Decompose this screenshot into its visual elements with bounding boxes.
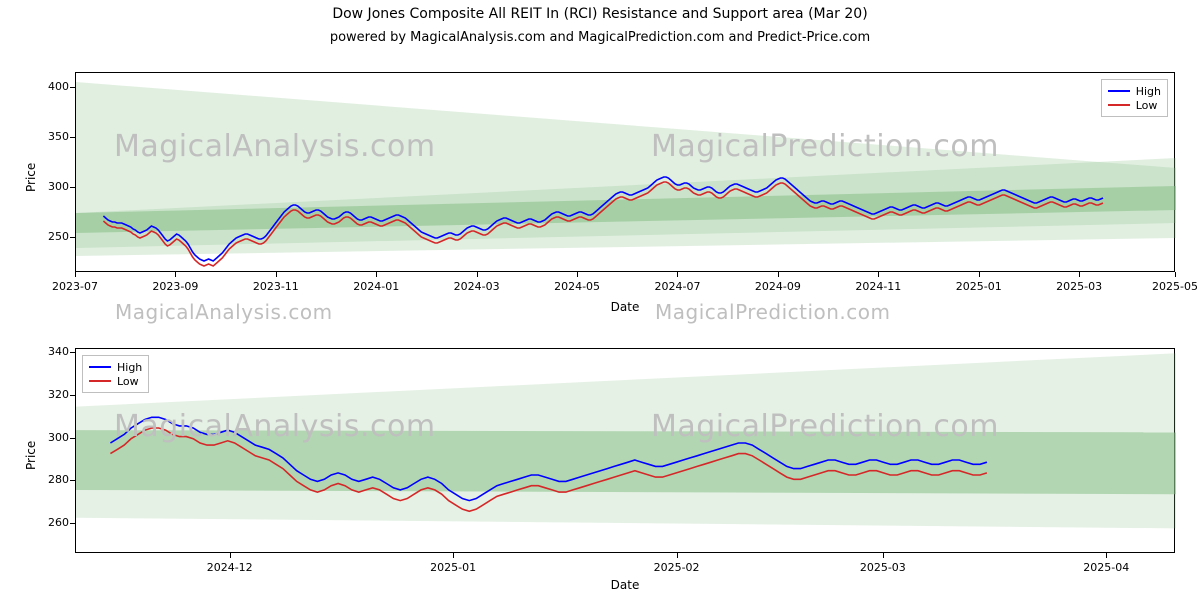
xtick-mark [453, 553, 454, 558]
xtick-label: 2024-03 [437, 280, 517, 293]
legend-label-low-b: Low [117, 375, 139, 388]
legend-swatch-low-b [89, 380, 111, 382]
bottom-chart-svg [76, 349, 1176, 554]
bottom-chart-legend: High Low [82, 355, 149, 393]
xtick-label: 2025-05 [1135, 280, 1200, 293]
xtick-mark [677, 553, 678, 558]
xtick-mark [175, 272, 176, 277]
xtick-mark [477, 272, 478, 277]
ytick-label: 280 [29, 473, 69, 486]
xtick-mark [677, 272, 678, 277]
ytick-label: 250 [29, 230, 69, 243]
chart-title: Dow Jones Composite All REIT In (RCI) Re… [0, 6, 1200, 22]
ytick-mark [70, 137, 75, 138]
xtick-label: 2023-07 [35, 280, 115, 293]
bottom-chart-xlabel: Date [75, 578, 1175, 592]
xtick-mark [75, 272, 76, 277]
xtick-label: 2024-09 [738, 280, 818, 293]
legend-item-high-b: High [89, 360, 142, 374]
ytick-label: 400 [29, 80, 69, 93]
legend-label-high-b: High [117, 361, 142, 374]
xtick-mark [778, 272, 779, 277]
ytick-label: 260 [29, 516, 69, 529]
ytick-mark [70, 237, 75, 238]
xtick-mark [376, 272, 377, 277]
xtick-label: 2025-01 [413, 561, 493, 574]
bottom-chart-ylabel: Price [24, 441, 38, 470]
xtick-mark [230, 553, 231, 558]
top-chart-frame: MagicalAnalysis.com MagicalPrediction.co… [75, 72, 1175, 272]
xtick-label: 2024-12 [190, 561, 270, 574]
top-chart-xlabel: Date [75, 300, 1175, 314]
xtick-mark [979, 272, 980, 277]
legend-swatch-high [1108, 90, 1130, 92]
xtick-mark [577, 272, 578, 277]
xtick-label: 2025-04 [1066, 561, 1146, 574]
top-chart-svg [76, 73, 1176, 273]
xtick-label: 2024-11 [838, 280, 918, 293]
ytick-label: 340 [29, 345, 69, 358]
xtick-mark [1106, 553, 1107, 558]
xtick-label: 2023-11 [236, 280, 316, 293]
legend-swatch-high-b [89, 366, 111, 368]
xtick-label: 2025-03 [843, 561, 923, 574]
legend-label-high: High [1136, 85, 1161, 98]
chart-subtitle: powered by MagicalAnalysis.com and Magic… [0, 30, 1200, 45]
bottom-chart-frame: MagicalAnalysis.com MagicalPrediction.co… [75, 348, 1175, 553]
xtick-label: 2025-01 [939, 280, 1019, 293]
xtick-mark [1079, 272, 1080, 277]
ytick-mark [70, 87, 75, 88]
xtick-label: 2023-09 [135, 280, 215, 293]
xtick-mark [1175, 272, 1176, 277]
ytick-mark [70, 480, 75, 481]
ytick-mark [70, 523, 75, 524]
top-chart-legend: High Low [1101, 79, 1168, 117]
legend-item-low-b: Low [89, 374, 142, 388]
ytick-label: 320 [29, 388, 69, 401]
xtick-label: 2025-03 [1039, 280, 1119, 293]
legend-item-low: Low [1108, 98, 1161, 112]
xtick-label: 2024-01 [336, 280, 416, 293]
xtick-label: 2025-02 [637, 561, 717, 574]
xtick-mark [878, 272, 879, 277]
legend-item-high: High [1108, 84, 1161, 98]
xtick-mark [276, 272, 277, 277]
xtick-label: 2024-07 [637, 280, 717, 293]
xtick-mark [883, 553, 884, 558]
ytick-mark [70, 438, 75, 439]
ytick-label: 350 [29, 130, 69, 143]
ytick-mark [70, 352, 75, 353]
xtick-label: 2024-05 [537, 280, 617, 293]
ytick-mark [70, 187, 75, 188]
legend-label-low: Low [1136, 99, 1158, 112]
ytick-mark [70, 395, 75, 396]
ytick-label: 300 [29, 180, 69, 193]
ytick-label: 300 [29, 431, 69, 444]
legend-swatch-low [1108, 104, 1130, 106]
